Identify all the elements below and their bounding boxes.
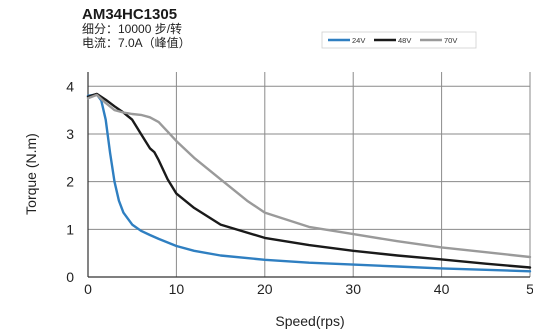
y-tick-label: 1 xyxy=(66,221,74,237)
x-tick-label: 20 xyxy=(257,281,273,297)
x-tick-label: 30 xyxy=(345,281,361,297)
y-tick-label: 2 xyxy=(66,174,74,190)
series-line-70v xyxy=(86,93,532,259)
series-line-48v xyxy=(86,92,532,269)
x-axis-label: Speed(rps) xyxy=(275,313,344,329)
y-axis-label: Torque (N.m) xyxy=(23,133,39,215)
legend: 24V 48V 70V xyxy=(321,31,477,49)
x-tick-label: 10 xyxy=(169,281,185,297)
legend-box xyxy=(321,31,477,49)
series-line-24v xyxy=(86,93,532,273)
grid-layer xyxy=(88,72,531,277)
x-tick-label: 40 xyxy=(434,281,450,297)
y-tick-label: 0 xyxy=(66,269,74,285)
series-layer xyxy=(86,92,532,273)
microstep-spec: 细分：10000 步/转 xyxy=(82,22,183,37)
y-tick-label: 4 xyxy=(66,78,74,94)
legend-label-70v: 70V xyxy=(444,36,457,45)
y-tick-label: 3 xyxy=(66,126,74,142)
x-tick-label: 5 xyxy=(526,281,533,297)
x-tick-label: 0 xyxy=(84,281,92,297)
chart-header: AM34HC1305 细分：10000 步/转 电流：7.0A（峰值） xyxy=(82,6,191,51)
plot-area xyxy=(88,72,530,277)
chart-title: AM34HC1305 xyxy=(82,6,178,23)
current-spec: 电流：7.0A（峰值） xyxy=(82,36,191,51)
legend-label-24v: 24V xyxy=(352,36,365,45)
legend-label-48v: 48V xyxy=(398,36,411,45)
